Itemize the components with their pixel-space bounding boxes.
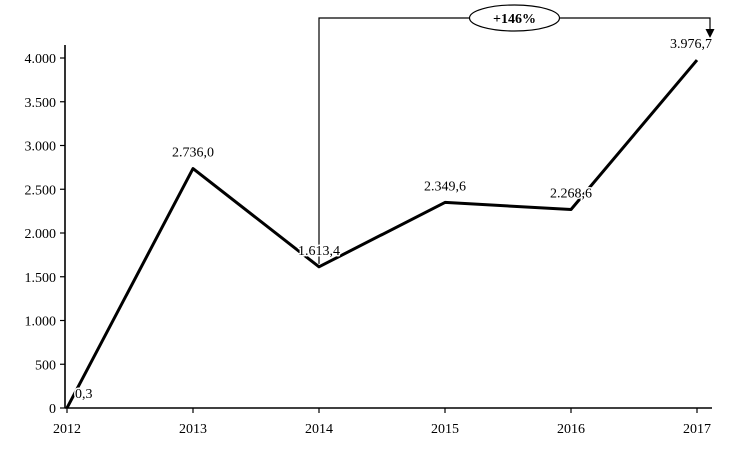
x-tick-label: 2015	[431, 422, 459, 437]
data-point-label: 1.613,4	[298, 244, 340, 259]
data-point-label: 2.268,6	[550, 186, 592, 201]
data-line	[65, 59, 699, 409]
annotation-bracket	[318, 17, 715, 264]
data-point-label: 3.976,7	[670, 37, 712, 52]
y-tick-label: 1.000	[25, 315, 57, 330]
y-tick-label: 3.000	[25, 140, 57, 155]
data-point-label: 2.349,6	[424, 179, 466, 194]
y-tick-label: 2.500	[25, 183, 57, 198]
data-point-label: 0,3	[75, 387, 93, 402]
data-point-label: 2.736,0	[172, 146, 214, 161]
y-tick-label: 1.500	[25, 271, 57, 286]
x-tick-label: 2012	[53, 422, 81, 437]
axes	[64, 45, 712, 409]
annotation-ellipse	[468, 4, 561, 32]
arrowhead-icon	[705, 29, 715, 38]
y-tick-label: 4.000	[25, 52, 57, 67]
y-tick-label: 2.000	[25, 227, 57, 242]
x-tick-label: 2013	[179, 422, 207, 437]
y-tick-label: 500	[35, 358, 56, 373]
x-tick-label: 2014	[305, 422, 333, 437]
y-tick-label: 3.500	[25, 96, 57, 111]
annotation-label: +146%	[493, 12, 536, 27]
y-tick-label: 0	[49, 402, 56, 417]
x-tick-label: 2017	[683, 422, 711, 437]
x-tick-label: 2016	[557, 422, 585, 437]
